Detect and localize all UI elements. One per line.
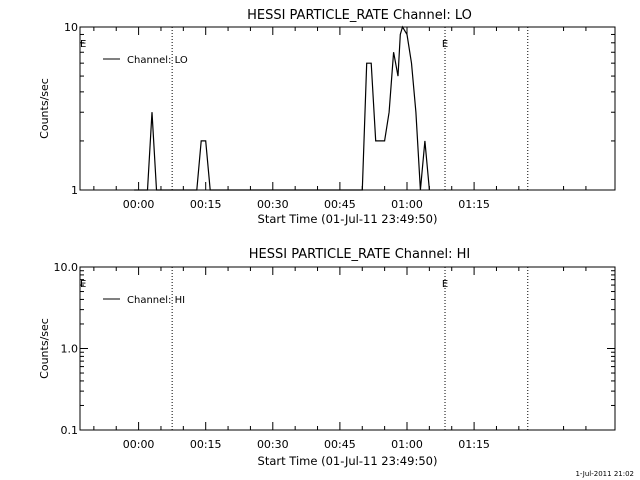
chart-title: HESSI PARTICLE_RATE Channel: LO [247, 8, 472, 23]
y-tick-label: 1.0 [61, 343, 79, 356]
eclipse-marker-label: E [80, 39, 86, 50]
x-tick-label: 00:15 [190, 438, 222, 451]
x-tick-label: 01:00 [391, 438, 423, 451]
y-axis-label: Counts/sec [38, 318, 51, 379]
lo-channel-panel: HESSI PARTICLE_RATE Channel: LO Counts/se… [38, 8, 616, 226]
plot-frame [79, 266, 616, 431]
x-tick-label: 00:30 [257, 198, 289, 211]
hi-channel-panel: HESSI PARTICLE_RATE Channel: HI Counts/se… [38, 247, 616, 468]
x-tick-label: 00:45 [324, 438, 356, 451]
x-tick-label: 00:00 [123, 438, 155, 451]
y-tick-label: 0.1 [61, 424, 79, 437]
x-axis-label: Start Time (01-Jul-11 23:49:50) [258, 212, 438, 226]
plot-timestamp: 1-Jul-2011 21:02 [575, 470, 634, 478]
x-tick-label: 01:00 [391, 198, 423, 211]
legend-label: Channel: HI [127, 295, 185, 306]
x-tick-label: 00:00 [123, 198, 155, 211]
eclipse-marker-label: E [80, 279, 86, 290]
x-axis-label: Start Time (01-Jul-11 23:49:50) [258, 454, 438, 468]
plot-frame [79, 26, 616, 191]
y-tick-label: 1 [71, 184, 78, 197]
x-tick-label: 00:30 [257, 438, 289, 451]
x-tick-label: 00:15 [190, 198, 222, 211]
x-tick-label: 01:15 [458, 438, 490, 451]
series-line [134, 25, 430, 191]
x-tick-label: 00:45 [324, 198, 356, 211]
y-tick-label: 10.0 [54, 261, 79, 274]
y-tick-label: 10 [64, 21, 78, 34]
legend-label: Channel: LO [127, 55, 188, 66]
eclipse-marker-label: E [442, 279, 448, 290]
chart-title: HESSI PARTICLE_RATE Channel: HI [249, 247, 470, 262]
eclipse-marker-label: E [442, 39, 448, 50]
y-axis-label: Counts/sec [38, 78, 51, 139]
x-tick-label: 01:15 [458, 198, 490, 211]
